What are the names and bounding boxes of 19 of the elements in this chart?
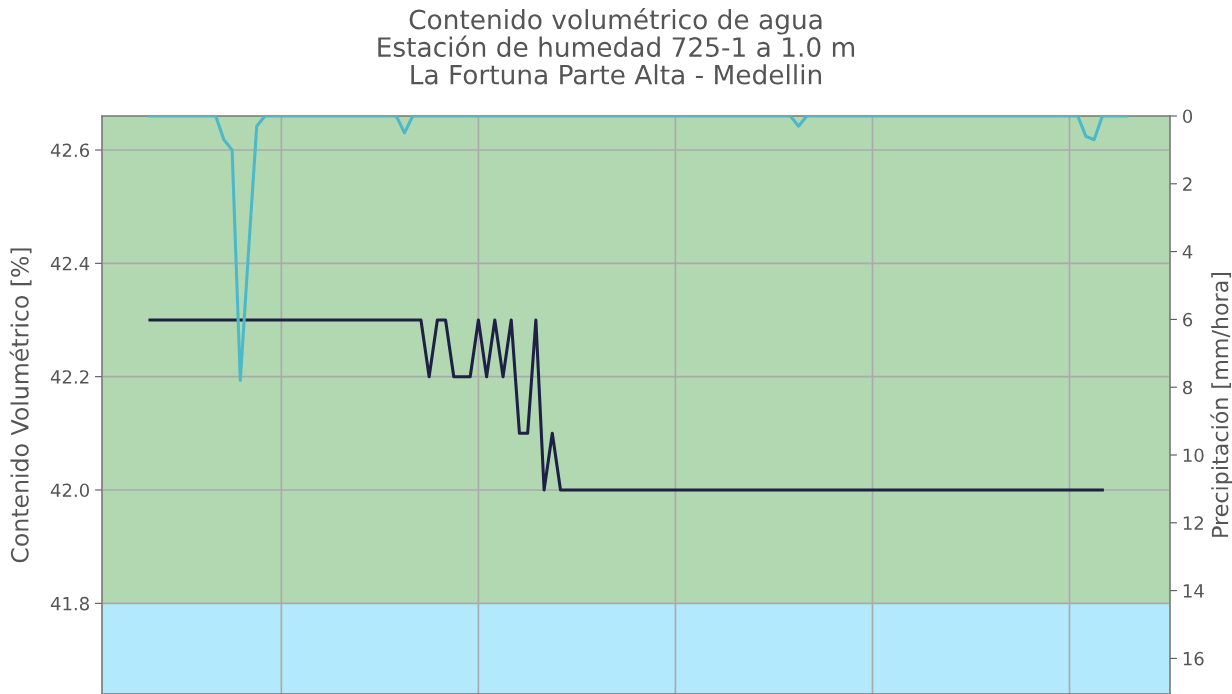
- y-axis-title: Contenido Volumétrico [%]: [9, 248, 32, 563]
- y2-tick-label: 10: [1183, 448, 1204, 463]
- line-series: [148, 116, 1129, 382]
- y2-axis-title: Precipitación [mm/hora]: [1210, 272, 1232, 537]
- y-tick-label: 41.8: [50, 596, 89, 611]
- y2-tick-label: 8: [1183, 380, 1193, 395]
- y2-tick-label: 4: [1182, 245, 1193, 259]
- y-tick-label: 42.2: [50, 370, 89, 384]
- y2-tick-label: 14: [1183, 584, 1204, 598]
- y-tick-label: 42.0: [50, 483, 89, 498]
- y-tick-label: 42.6: [50, 143, 90, 158]
- chart-title: Contenido volumétrico de agua Estación de humedad 725-1 a 1.0 m La Fortuna Parte Alta - Medellin: [378, 8, 855, 85]
- y-tick-label: 42.4: [50, 256, 90, 271]
- line-series: [148, 318, 1104, 492]
- y2-tick-label: 16: [1183, 651, 1204, 666]
- y2-tick-label: 0: [1183, 109, 1193, 124]
- y2-tick-label: 6: [1183, 312, 1193, 327]
- y2-tick-label: 12: [1183, 516, 1203, 530]
- y2-tick-label: 2: [1183, 177, 1192, 191]
